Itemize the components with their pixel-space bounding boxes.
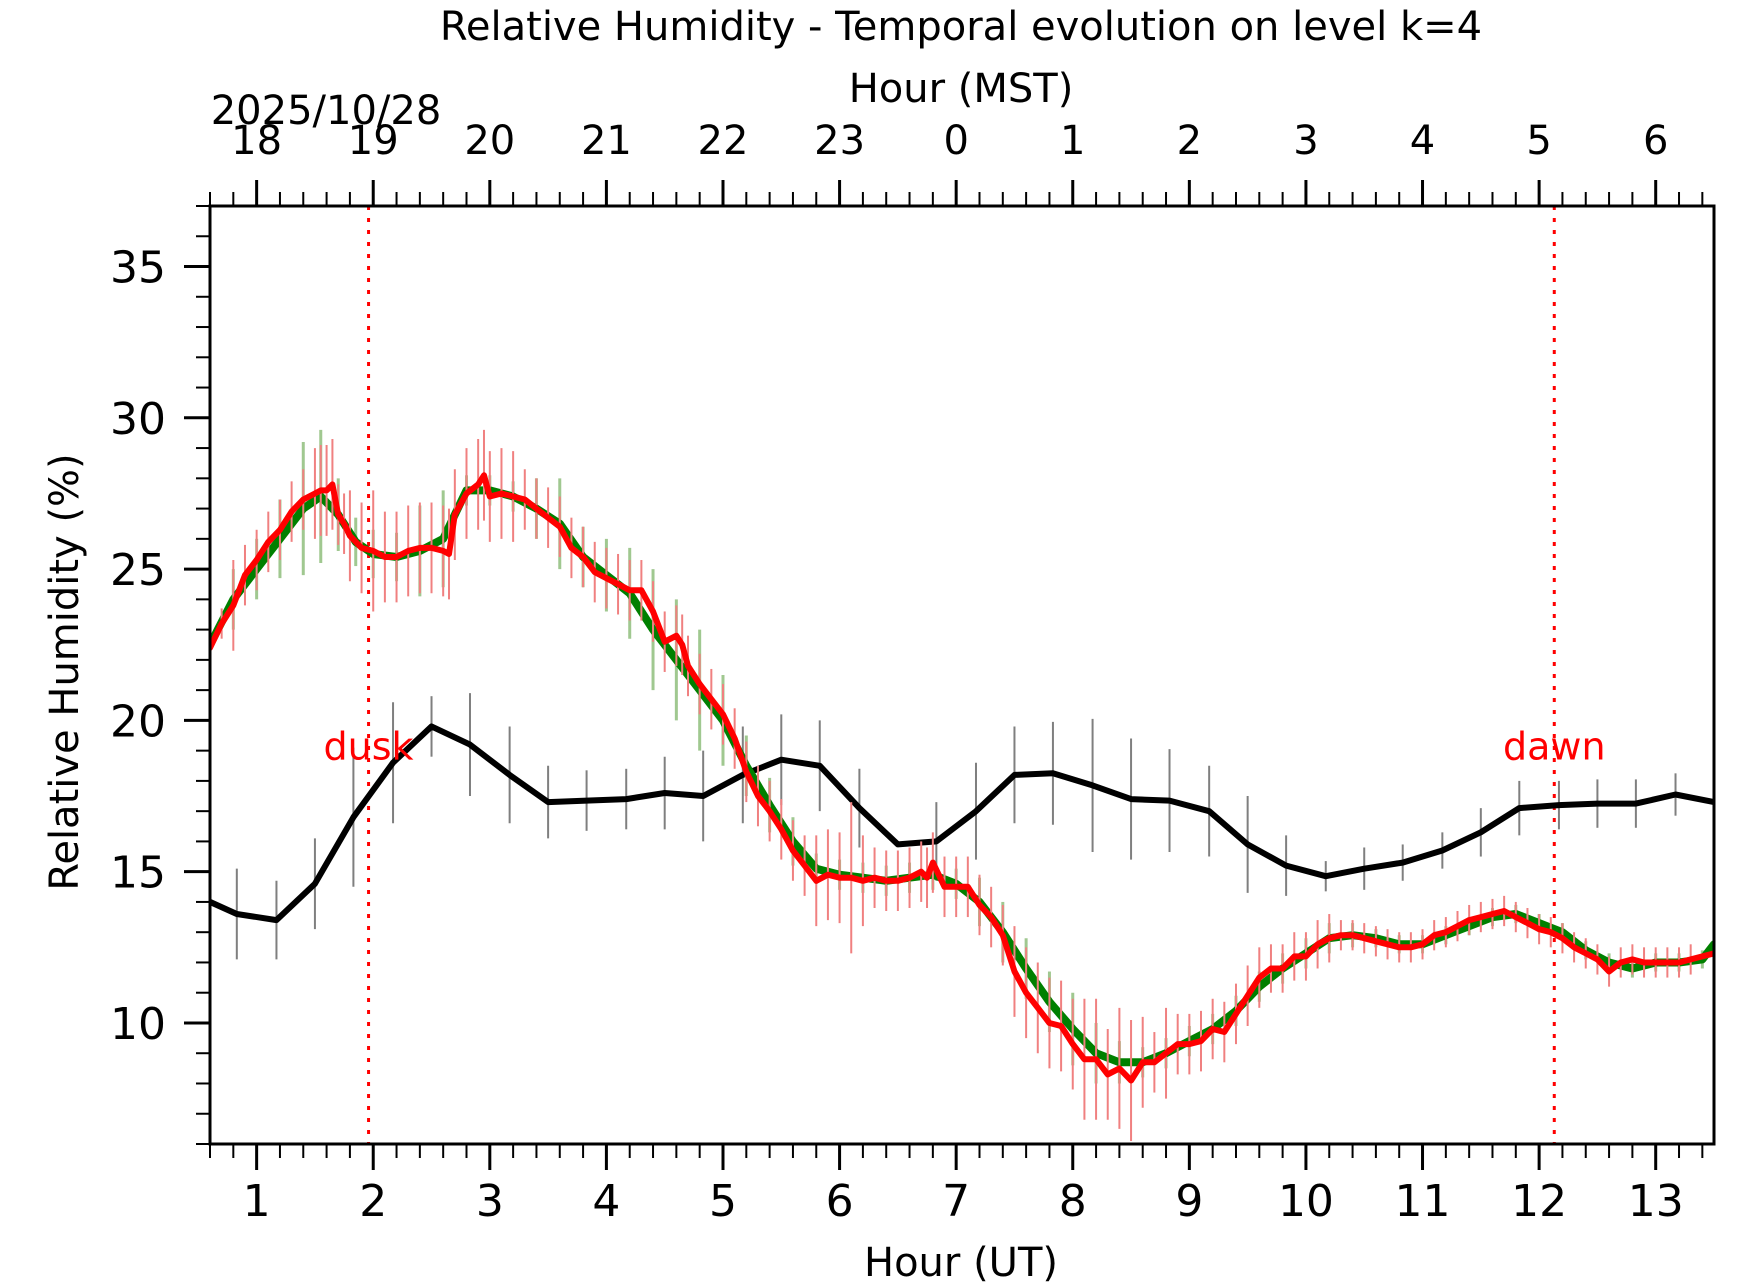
y-axis-label: Relative Humidity (%) [42, 453, 88, 890]
bottom-tick-label: 11 [1395, 1176, 1451, 1227]
top-tick-label: 4 [1410, 118, 1435, 164]
top-tick-label: 20 [464, 118, 515, 164]
bottom-tick-label: 6 [826, 1176, 854, 1227]
series-red [210, 429, 1714, 1141]
series-line-black [210, 723, 1714, 924]
bottom-tick-label: 3 [476, 1176, 504, 1227]
y-tick-label: 35 [110, 243, 166, 294]
bottom-tick-label: 7 [942, 1176, 970, 1227]
bottom-tick-label: 1 [243, 1176, 271, 1227]
y-tick-label: 25 [110, 545, 166, 596]
chart-title: Relative Humidity - Temporal evolution o… [440, 4, 1482, 50]
y-tick-label: 10 [110, 999, 166, 1050]
top-tick-label: 0 [943, 118, 968, 164]
bottom-tick-label: 8 [1059, 1176, 1087, 1227]
series-black [210, 693, 1714, 960]
top-axis-label: Hour (MST) [849, 66, 1074, 112]
y-tick-label: 15 [110, 848, 166, 899]
bottom-tick-label: 12 [1511, 1176, 1567, 1227]
y-tick-label: 20 [110, 696, 166, 747]
plot-frame [208, 204, 1716, 1146]
bottom-axis-label: Hour (UT) [864, 1240, 1058, 1282]
plot-area [210, 206, 1714, 1144]
bottom-tick-label: 9 [1175, 1176, 1203, 1227]
event-label-dusk: dusk [324, 725, 414, 769]
top-tick-label: 23 [814, 118, 865, 164]
bottom-tick-label: 13 [1628, 1176, 1684, 1227]
top-tick-label: 1 [1060, 118, 1085, 164]
date-label: 2025/10/28 [211, 88, 442, 134]
bottom-tick-label: 10 [1278, 1176, 1334, 1227]
top-tick-label: 2 [1177, 118, 1202, 164]
y-tick-label: 30 [110, 394, 166, 445]
top-tick-label: 6 [1643, 118, 1668, 164]
series-line-red [210, 472, 1714, 1084]
top-tick-label: 5 [1526, 118, 1551, 164]
top-tick-label: 18 [231, 118, 282, 164]
top-tick-label: 21 [581, 118, 632, 164]
top-tick-label: 19 [348, 118, 399, 164]
event-label-dawn: dawn [1503, 725, 1606, 769]
top-tick-label: 22 [698, 118, 749, 164]
bottom-tick-label: 5 [709, 1176, 737, 1227]
top-tick-label: 3 [1293, 118, 1318, 164]
bottom-tick-label: 2 [359, 1176, 387, 1227]
bottom-tick-label: 4 [592, 1176, 620, 1227]
